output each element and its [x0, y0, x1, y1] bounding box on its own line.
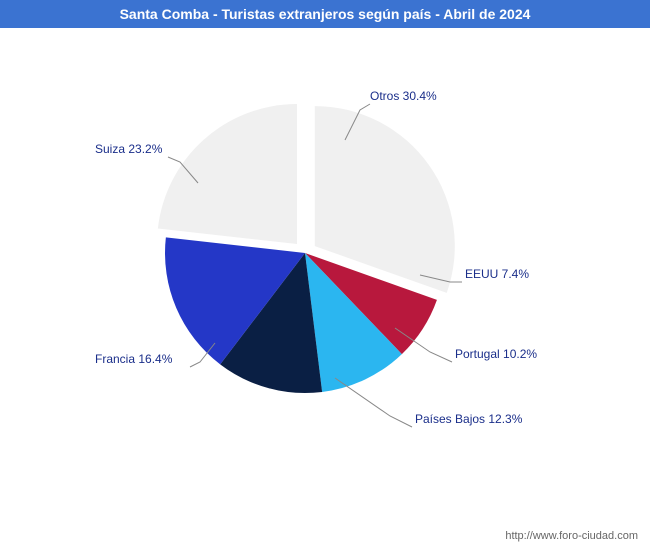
- slice-label: Suiza 23.2%: [95, 142, 163, 156]
- chart-area: Otros 30.4% EEUU 7.4% Portugal 10.2% Países…: [0, 28, 650, 508]
- footer-url: http://www.foro-ciudad.com: [505, 530, 638, 542]
- slice-label: Otros 30.4%: [370, 89, 437, 103]
- pie-chart: Otros 30.4% EEUU 7.4% Portugal 10.2% Países…: [0, 28, 650, 508]
- slice-label: Francia 16.4%: [95, 352, 173, 366]
- slice-label: EEUU 7.4%: [465, 267, 529, 281]
- pie-slice: [158, 104, 297, 244]
- slice-label: Países Bajos 12.3%: [415, 412, 523, 426]
- slice-label: Portugal 10.2%: [455, 347, 537, 361]
- chart-title: Santa Comba - Turistas extranjeros según…: [120, 6, 531, 22]
- chart-header: Santa Comba - Turistas extranjeros según…: [0, 0, 650, 28]
